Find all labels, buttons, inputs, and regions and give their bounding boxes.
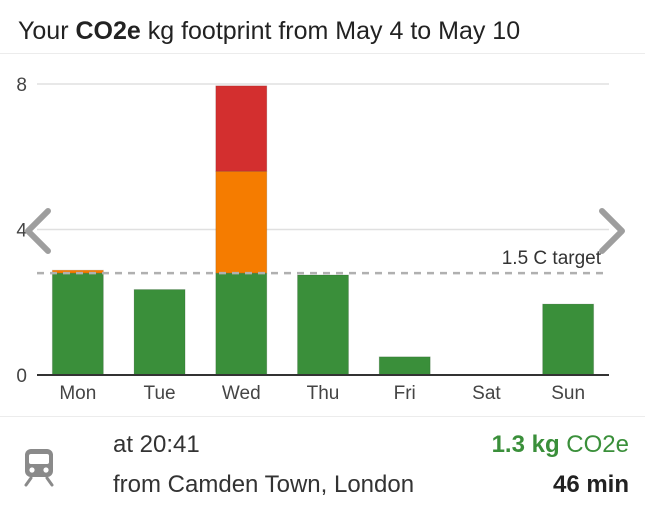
y-tick-label: 0 bbox=[16, 366, 27, 387]
bar-segment bbox=[215, 272, 268, 376]
x-tick-label: Mon bbox=[59, 383, 96, 404]
x-tick-label: Tue bbox=[144, 383, 176, 404]
trip-co2-unit: CO2e bbox=[566, 431, 629, 458]
title-suffix: kg footprint from May 4 to May 10 bbox=[147, 17, 521, 45]
bar-segment bbox=[51, 272, 104, 376]
x-tick-label: Fri bbox=[394, 383, 416, 404]
x-tick-label: Sat bbox=[472, 383, 501, 404]
bar-segment bbox=[542, 303, 595, 376]
page-title: Your CO2e kg footprint from May 4 to May… bbox=[18, 17, 520, 46]
trip-row[interactable]: at 20:41 from Camden Town, London 1.3 kg… bbox=[0, 417, 645, 527]
chevron-right-icon bbox=[599, 208, 625, 254]
chevron-left-icon bbox=[25, 208, 51, 254]
x-tick-label: Wed bbox=[222, 383, 261, 404]
trip-origin: from Camden Town, London bbox=[113, 471, 415, 498]
title-prefix: Your bbox=[18, 17, 69, 45]
x-tick-label: Sun bbox=[551, 383, 585, 404]
target-label: 1.5 C target bbox=[502, 248, 602, 269]
y-tick-label: 8 bbox=[16, 75, 27, 96]
trip-duration: 46 min bbox=[552, 471, 629, 498]
bar-segment bbox=[215, 170, 268, 274]
divider bbox=[0, 416, 645, 417]
bar-segment bbox=[378, 356, 431, 376]
prev-week-button[interactable] bbox=[18, 205, 58, 257]
bar-segment bbox=[215, 85, 268, 172]
chart-svg: 0 4 8 Mon Tue Wed Thu Fri Sat Sun 1.5 C target bbox=[16, 75, 609, 404]
header: Your CO2e kg footprint from May 4 to May… bbox=[0, 0, 645, 54]
title-bold: CO2e bbox=[75, 17, 141, 45]
next-week-button[interactable] bbox=[592, 205, 632, 257]
bar-segment bbox=[297, 274, 349, 376]
trip-co2: 1.3 kg CO2e bbox=[492, 431, 629, 459]
x-tick-label: Thu bbox=[307, 383, 340, 404]
trip-time: at 20:41 bbox=[113, 431, 200, 458]
bar-segment bbox=[133, 289, 186, 376]
chart: 0 4 8 Mon Tue Wed Thu Fri Sat Sun 1.5 C target bbox=[0, 54, 645, 416]
train-icon bbox=[24, 449, 54, 487]
trip-co2-value: 1.3 kg bbox=[491, 431, 560, 458]
y-tick-label: 4 bbox=[16, 221, 27, 242]
